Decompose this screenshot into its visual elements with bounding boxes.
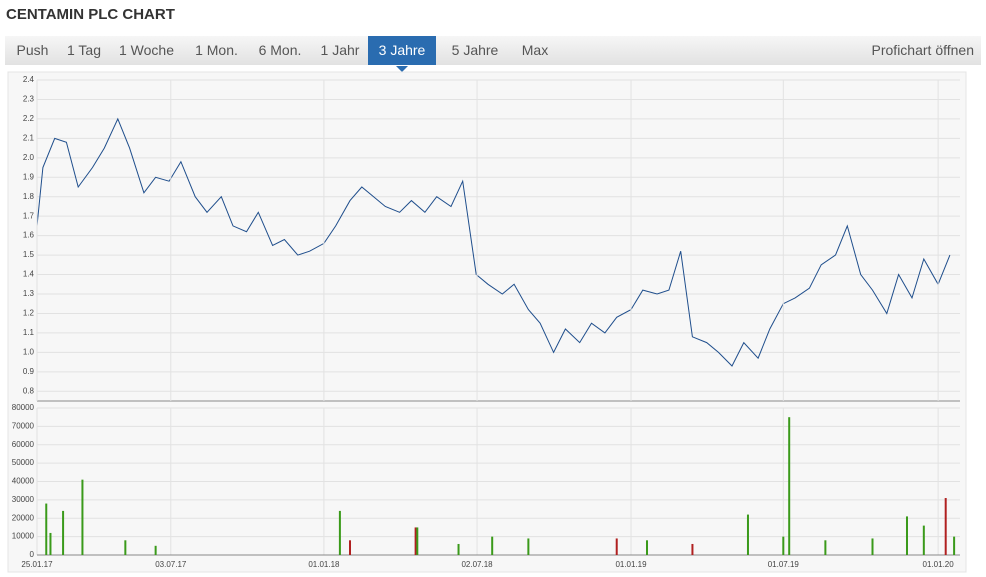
volume-bar (45, 503, 48, 555)
x-tick-label: 02.07.18 (461, 560, 493, 569)
volume-bar (615, 538, 618, 555)
y-tick-label: 2.2 (23, 114, 35, 123)
y-tick-label: 80000 (12, 403, 35, 412)
tab[interactable]: 3 Jahre (368, 36, 436, 72)
y-tick-label: 70000 (12, 421, 35, 430)
tab[interactable]: 1 Woche (119, 42, 174, 58)
volume-bar (922, 525, 925, 555)
y-tick-label: 0 (30, 550, 35, 559)
tab[interactable]: 6 Mon. (258, 42, 302, 58)
tab[interactable]: 1 Mon. (195, 42, 238, 58)
volume-bar (416, 527, 419, 555)
volume-bar (871, 538, 874, 555)
volume-bar (944, 498, 947, 555)
volume-bar (62, 510, 65, 555)
y-tick-label: 1.6 (23, 231, 35, 240)
tab-bar: Profichart öffnen Push 1 Tag 1 Woche 1 Mon.… (5, 36, 981, 72)
pro-chart-link[interactable]: Profichart öffnen (871, 42, 974, 58)
volume-bar (457, 543, 460, 555)
volume-bar (49, 532, 52, 555)
volume-bar (414, 527, 417, 555)
y-tick-label: 1.1 (23, 328, 35, 337)
volume-bar (81, 479, 84, 555)
y-tick-label: 0.8 (23, 386, 35, 395)
y-tick-label: 2.1 (23, 133, 35, 142)
x-tick-label: 03.07.17 (155, 560, 187, 569)
y-tick-label: 1.4 (23, 270, 35, 279)
volume-bar (824, 540, 827, 555)
volume-bar (746, 514, 749, 555)
x-tick-label: 01.01.20 (923, 560, 955, 569)
volume-bar (527, 538, 530, 555)
tab[interactable]: Max (521, 42, 549, 58)
volume-bar (782, 536, 785, 555)
volume-bar (691, 543, 694, 555)
y-tick-label: 0.9 (23, 367, 35, 376)
volume-bar (491, 536, 494, 555)
y-tick-label: 1.7 (23, 211, 35, 220)
volume-bar (348, 540, 351, 555)
y-tick-label: 2.4 (23, 75, 35, 84)
volume-bar (905, 516, 908, 555)
y-tick-label: 10000 (12, 532, 35, 541)
chart-bg (7, 71, 967, 573)
y-tick-label: 2.3 (23, 95, 35, 104)
y-tick-label: 1.8 (23, 192, 35, 201)
volume-bar (953, 536, 956, 555)
y-tick-label: 1.3 (23, 289, 35, 298)
volume-bar (646, 540, 649, 555)
x-tick-label: 01.01.19 (615, 560, 647, 569)
x-tick-label: 25.01.17 (21, 560, 53, 569)
tab[interactable]: 1 Tag (67, 42, 101, 58)
volume-bar (154, 545, 157, 555)
price-line (36, 117, 951, 367)
y-tick-label: 30000 (12, 495, 35, 504)
volume-bar (338, 510, 341, 555)
y-tick-label: 60000 (12, 440, 35, 449)
tab[interactable]: 1 Jahr (320, 42, 360, 58)
x-tick-label: 01.07.19 (768, 560, 800, 569)
y-tick-label: 50000 (12, 458, 35, 467)
y-tick-label: 1.5 (23, 250, 35, 259)
volume-bar (124, 540, 127, 555)
tab[interactable]: 5 Jahre (451, 42, 499, 58)
tab[interactable]: Push (16, 42, 49, 58)
page-title: CENTAMIN PLC CHART (6, 6, 175, 23)
y-tick-label: 40000 (12, 477, 35, 486)
x-tick-label: 01.01.18 (308, 560, 340, 569)
y-tick-label: 20000 (12, 513, 35, 522)
volume-bar (788, 417, 791, 555)
y-tick-label: 1.9 (23, 172, 35, 181)
y-tick-label: 2.0 (23, 153, 35, 162)
y-tick-label: 1.2 (23, 309, 35, 318)
y-tick-label: 1.0 (23, 347, 35, 356)
